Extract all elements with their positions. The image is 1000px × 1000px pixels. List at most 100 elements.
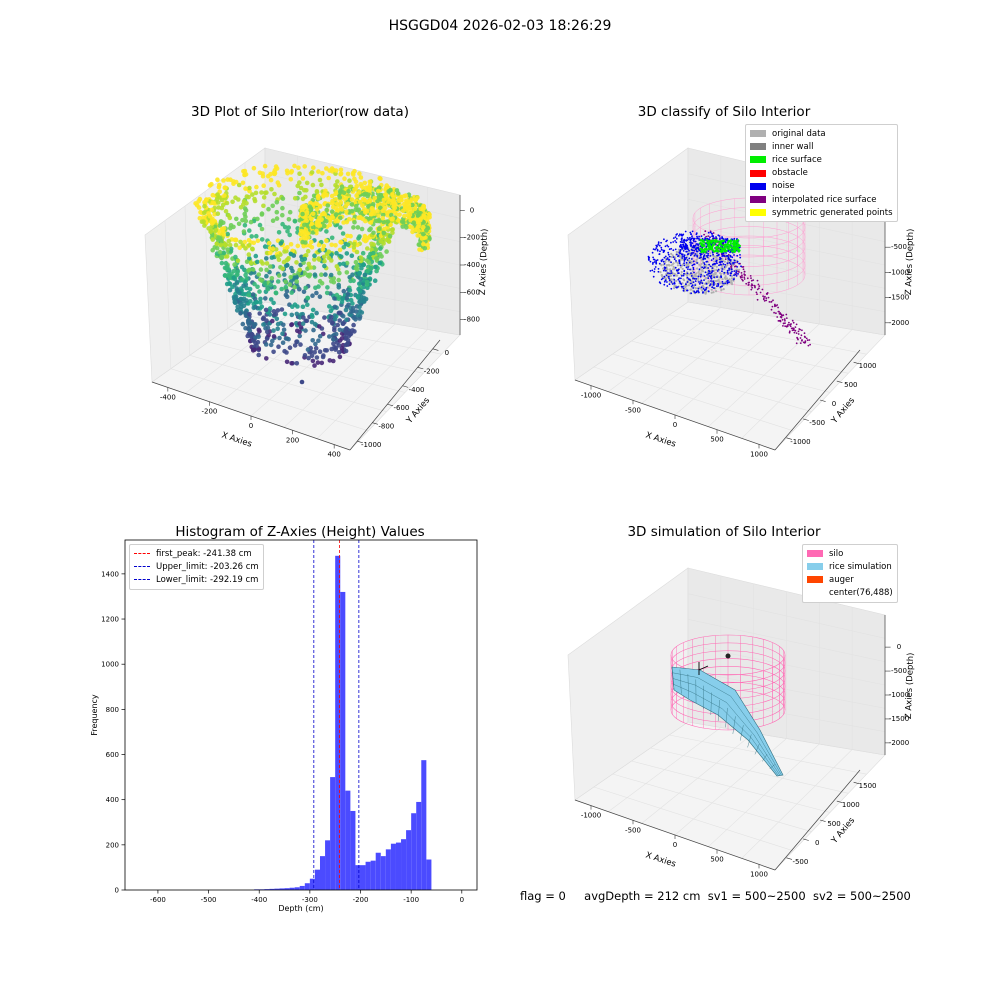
data-point xyxy=(256,352,262,358)
interpolated-point xyxy=(794,326,797,328)
data-point xyxy=(275,254,281,259)
data-point xyxy=(415,219,421,225)
data-point xyxy=(270,218,276,223)
noise-point xyxy=(718,264,720,267)
noise-point xyxy=(649,260,652,263)
histogram-bar xyxy=(360,865,366,890)
histogram-bar xyxy=(284,888,290,890)
rice-surface-point xyxy=(707,239,710,243)
noise-point xyxy=(718,235,721,237)
data-point xyxy=(350,272,355,278)
noise-point xyxy=(708,270,711,273)
interpolated-point xyxy=(749,275,752,277)
data-point xyxy=(421,213,426,218)
data-point xyxy=(275,279,281,284)
noise-point xyxy=(680,234,683,237)
noise-point xyxy=(705,255,708,257)
noise-point xyxy=(726,271,729,274)
noise-point xyxy=(695,278,698,280)
data-point xyxy=(311,265,317,270)
original-point xyxy=(718,280,721,283)
legend-entry: symmetric generated points xyxy=(750,206,893,219)
data-point xyxy=(226,281,232,286)
data-point xyxy=(371,250,376,256)
y-axis-line xyxy=(774,769,861,871)
noise-point xyxy=(658,281,661,284)
noise-point xyxy=(655,262,658,265)
rice-mesh-line xyxy=(740,725,744,741)
panel-title-classify: 3D classify of Silo Interior xyxy=(637,104,811,120)
y-axis-tick-mark xyxy=(786,437,793,440)
noise-point xyxy=(670,272,673,274)
rice-surface-point xyxy=(714,240,717,243)
x-axis-label: X Axies xyxy=(644,850,677,869)
data-point xyxy=(280,331,285,337)
rice-mesh-line xyxy=(732,716,736,734)
noise-point xyxy=(690,275,693,277)
data-point xyxy=(322,263,327,269)
noise-point xyxy=(677,272,679,275)
noise-point xyxy=(675,237,678,240)
noise-point xyxy=(700,253,703,256)
noise-point xyxy=(697,287,700,290)
noise-point xyxy=(698,235,700,238)
noise-point xyxy=(700,235,703,238)
data-point xyxy=(246,268,251,273)
data-point xyxy=(325,203,331,208)
interpolated-point xyxy=(743,278,746,280)
noise-point xyxy=(699,281,702,283)
noise-point xyxy=(673,274,675,277)
noise-point xyxy=(690,292,693,295)
interpolated-point xyxy=(797,333,800,335)
data-point xyxy=(300,211,305,217)
data-point xyxy=(353,203,359,209)
noise-point xyxy=(662,260,665,263)
data-point xyxy=(213,227,219,233)
original-point xyxy=(695,258,698,261)
data-point xyxy=(421,205,427,211)
data-point xyxy=(268,250,273,256)
noise-point xyxy=(697,290,700,292)
noise-point xyxy=(716,270,719,272)
histogram-plot: -600 -500 -400 -300 -200 -100 0 0 200 400 600 800 10… xyxy=(90,539,478,913)
interpolated-point xyxy=(792,327,794,330)
interpolated-point xyxy=(751,286,753,289)
rice-surface-point xyxy=(736,245,739,248)
noise-point xyxy=(726,262,729,265)
data-point xyxy=(314,290,319,296)
data-point xyxy=(303,240,308,245)
data-point xyxy=(314,310,319,316)
data-point xyxy=(250,192,255,197)
data-point xyxy=(372,278,378,284)
original-point xyxy=(726,264,729,267)
noise-point xyxy=(732,262,734,265)
rice-surface-point xyxy=(723,250,726,253)
original-point xyxy=(686,263,690,266)
data-point xyxy=(306,274,312,279)
original-point xyxy=(720,288,723,291)
data-point xyxy=(341,288,347,294)
data-point xyxy=(339,240,344,245)
noise-point xyxy=(663,238,665,241)
data-point xyxy=(235,269,240,275)
noise-point xyxy=(707,252,709,255)
rice-surface-point xyxy=(711,239,714,242)
data-point xyxy=(313,285,318,291)
noise-point xyxy=(662,277,664,280)
data-point xyxy=(409,197,414,202)
flag-text: flag = 0 xyxy=(520,889,566,903)
interpolated-point xyxy=(776,316,779,318)
data-point xyxy=(310,358,316,364)
data-point xyxy=(300,232,305,238)
noise-point xyxy=(649,270,652,272)
noise-point xyxy=(733,254,735,256)
data-point xyxy=(323,272,328,277)
data-point xyxy=(343,348,349,354)
noise-point xyxy=(720,258,722,260)
data-point xyxy=(289,361,294,366)
data-point xyxy=(306,261,312,267)
rice-mesh-line xyxy=(679,669,682,694)
data-point xyxy=(240,180,246,186)
panel-title-histogram: Histogram of Z-Axies (Height) Values xyxy=(175,524,425,540)
data-point xyxy=(317,177,323,183)
